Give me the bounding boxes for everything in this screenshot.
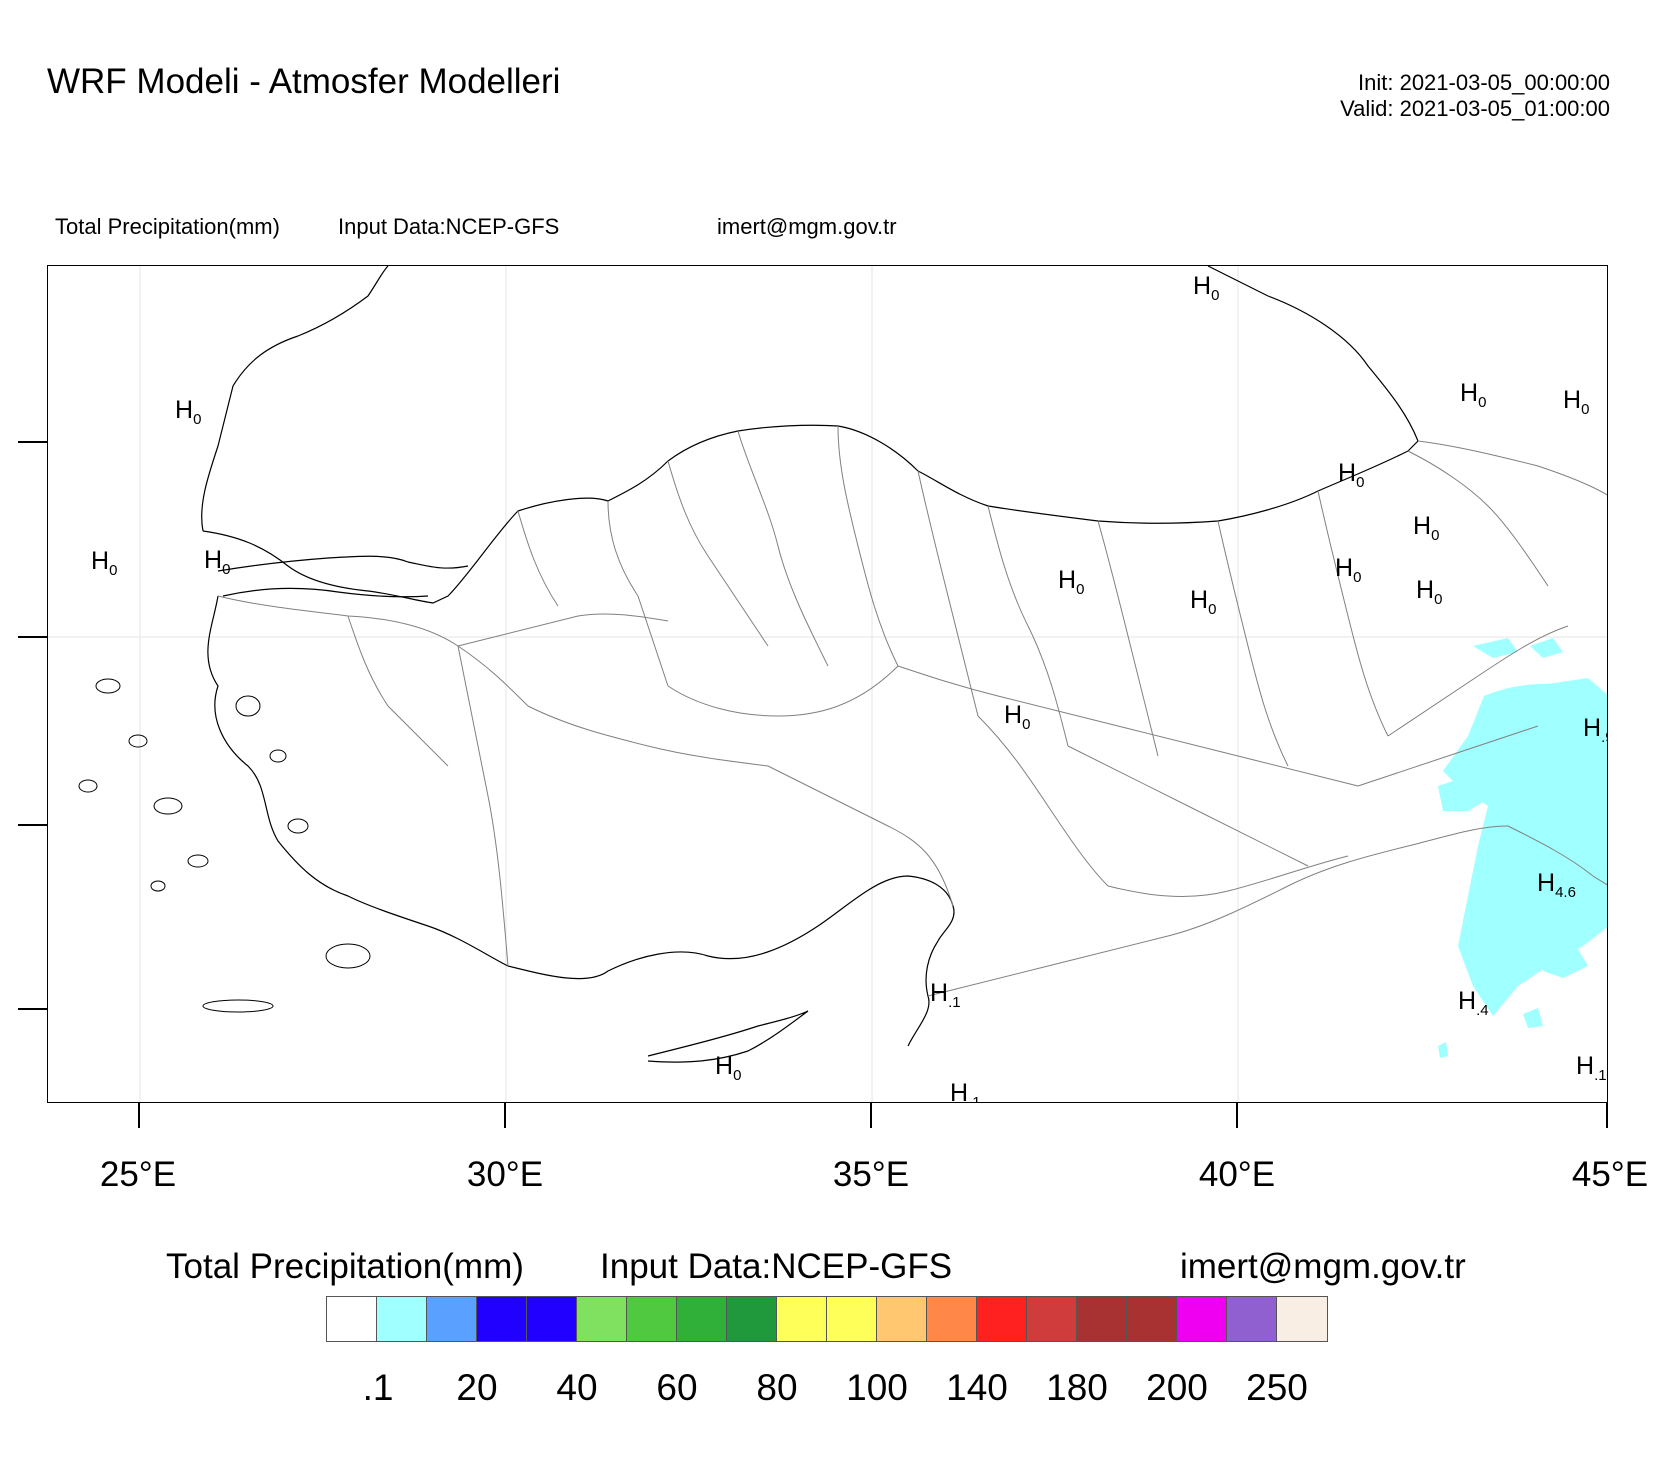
legend-swatch-19	[1277, 1297, 1327, 1341]
lon-tick	[504, 1103, 506, 1128]
aegean-islands	[78, 678, 371, 1013]
legend-title-email: imert@mgm.gov.tr	[1180, 1247, 1466, 1286]
legend-swatch-2	[427, 1297, 477, 1341]
legend-label: 140	[946, 1367, 1008, 1408]
legend-swatch-6	[627, 1297, 677, 1341]
high-marker: H0	[1190, 586, 1217, 618]
legend-swatch-0	[327, 1297, 377, 1341]
lat-tick	[18, 1008, 47, 1010]
precipitation-shading	[1438, 638, 1607, 1058]
legend-swatch-10	[827, 1297, 877, 1341]
legend-swatch-9	[777, 1297, 827, 1341]
high-marker: H0	[1193, 272, 1220, 304]
legend-label: 40	[556, 1367, 598, 1408]
lon-label-25: 25°E	[99, 1155, 177, 1194]
valid-time: Valid: 2021-03-05_01:00:00	[1340, 96, 1610, 121]
high-marker: H0	[715, 1052, 742, 1084]
legend-swatch-4	[527, 1297, 577, 1341]
legend-title-variable: Total Precipitation(mm)	[166, 1247, 524, 1286]
high-marker: H0	[1563, 386, 1590, 418]
map-canvas	[48, 266, 1607, 1102]
color-legend-bar	[326, 1296, 1328, 1342]
high-marker: H0	[1338, 459, 1365, 491]
legend-label: 180	[1046, 1367, 1108, 1408]
legend-swatch-12	[927, 1297, 977, 1341]
legend-label: .1	[362, 1367, 394, 1408]
lon-label-45: 45°E	[1571, 1155, 1649, 1194]
legend-title-input: Input Data:NCEP-GFS	[600, 1247, 953, 1286]
high-marker: H0	[1460, 379, 1487, 411]
high-marker: H0	[91, 547, 118, 579]
legend-label: 200	[1146, 1367, 1208, 1408]
legend-swatch-1	[377, 1297, 427, 1341]
legend-swatch-15	[1077, 1297, 1127, 1341]
lon-tick	[1236, 1103, 1238, 1128]
high-marker: H0	[1004, 701, 1031, 733]
high-marker: H0	[204, 546, 231, 578]
legend-swatch-5	[577, 1297, 627, 1341]
high-marker: H.4	[1458, 987, 1489, 1019]
high-marker: H0	[1058, 566, 1085, 598]
lon-label-30: 30°E	[466, 1155, 544, 1194]
legend-label: 100	[846, 1367, 908, 1408]
legend-swatch-14	[1027, 1297, 1077, 1341]
legend-swatch-11	[877, 1297, 927, 1341]
subtitle-email: imert@mgm.gov.tr	[717, 214, 897, 239]
lon-tick	[870, 1103, 872, 1128]
precipitation-map[interactable]: H0 H0 H0 H0 H0 H0 H0 H0 H0 H0 H0 H0 H0 H…	[47, 265, 1608, 1103]
high-marker: H.1	[930, 979, 961, 1011]
high-marker: H.1	[1576, 1052, 1607, 1084]
lon-tick	[138, 1103, 140, 1128]
high-marker: H.9	[1583, 714, 1607, 746]
subtitle-input-data: Input Data:NCEP-GFS	[338, 214, 560, 239]
lat-tick	[18, 824, 47, 826]
high-marker: H0	[1416, 576, 1443, 608]
lon-label-40: 40°E	[1198, 1155, 1276, 1194]
high-marker: H.1	[950, 1079, 981, 1103]
lat-tick	[18, 636, 47, 638]
province-borders	[217, 425, 1607, 997]
init-time: Init: 2021-03-05_00:00:00	[1358, 70, 1610, 95]
high-marker: H0	[1335, 554, 1362, 586]
lon-label-35: 35°E	[832, 1155, 910, 1194]
legend-swatch-17	[1177, 1297, 1227, 1341]
legend-label: 60	[656, 1367, 698, 1408]
chart-title: WRF Modeli - Atmosfer Modelleri	[47, 62, 561, 101]
legend-label: 250	[1246, 1367, 1308, 1408]
legend-swatch-18	[1227, 1297, 1277, 1341]
high-marker: H0	[175, 396, 202, 428]
legend-swatch-16	[1127, 1297, 1177, 1341]
legend-swatch-7	[677, 1297, 727, 1341]
legend-label: 80	[756, 1367, 798, 1408]
map-gridlines	[48, 266, 1607, 1102]
high-marker: H4.6	[1537, 869, 1576, 901]
legend-label: 20	[456, 1367, 498, 1408]
coastline	[201, 266, 1419, 1063]
legend-swatch-13	[977, 1297, 1027, 1341]
lat-tick	[18, 441, 47, 443]
lon-tick	[1606, 1103, 1608, 1128]
subtitle-variable: Total Precipitation(mm)	[55, 214, 280, 239]
legend-swatch-8	[727, 1297, 777, 1341]
high-marker: H0	[1413, 512, 1440, 544]
legend-swatch-3	[477, 1297, 527, 1341]
